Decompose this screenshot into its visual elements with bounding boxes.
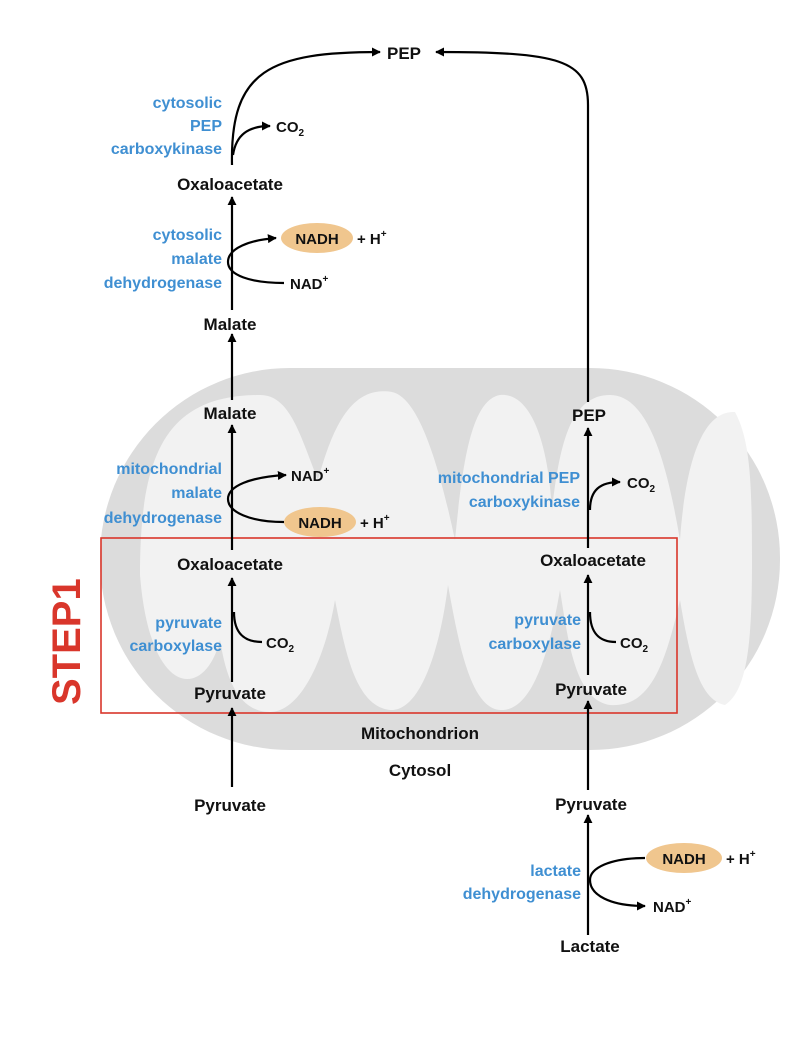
enzyme-cytosolic-mdh-line2: malate (171, 251, 222, 268)
enzyme-mito-mdh-line2: malate (171, 485, 222, 502)
cofactor-co2: CO2 (627, 475, 656, 495)
metabolite-pyruvate-mito-left: Pyruvate (194, 684, 266, 703)
region-mitochondrion-label: Mitochondrion (361, 724, 479, 743)
metabolite-pyruvate-cytosol-right: Pyruvate (555, 795, 627, 814)
cofactor-labels: CO2 NADH + H+ NAD+ NAD+ NADH + H+ CO2 CO… (266, 119, 756, 916)
step1-label: STEP1 (45, 578, 89, 705)
cofactor-nad-plus: NAD+ (290, 274, 329, 293)
enzyme-pc-right-line2: carboxylase (488, 636, 581, 653)
enzyme-cytosolic-pepck-line2: PEP (190, 118, 222, 135)
nadh-pill (284, 507, 356, 537)
enzyme-cytosolic-pepck-line3: carboxykinase (111, 141, 222, 158)
cofactor-h-plus: + H+ (726, 849, 756, 868)
enzyme-pc-left-line2: carboxylase (129, 638, 222, 655)
metabolite-labels: PEP Oxaloacetate Malate Malate Oxaloacet… (177, 44, 646, 956)
enzyme-labels: cytosolic PEP carboxykinase cytosolic ma… (104, 95, 581, 903)
metabolite-lactate: Lactate (560, 937, 620, 956)
enzyme-mito-pepck-line2: carboxykinase (469, 494, 580, 511)
nadh-pill (646, 843, 722, 873)
metabolite-pep-mito: PEP (572, 406, 606, 425)
enzyme-mito-mdh-line1: mitochondrial (116, 461, 222, 478)
enzyme-cytosolic-pepck-line1: cytosolic (153, 95, 222, 112)
region-cytosol-label: Cytosol (389, 761, 451, 780)
cofactor-co2: CO2 (266, 635, 295, 655)
step1-box (100, 537, 678, 714)
enzyme-mito-pepck-line1: mitochondrial PEP (438, 470, 581, 487)
enzyme-mito-mdh-line3: dehydrogenase (104, 510, 222, 527)
metabolite-malate-cytosol: Malate (204, 315, 257, 334)
enzyme-cytosolic-mdh-line1: cytosolic (153, 227, 222, 244)
cofactor-nadh: NADH (295, 231, 338, 248)
enzyme-ldh-line2: dehydrogenase (463, 886, 581, 903)
mitochondrion-shape (100, 368, 780, 750)
cofactor-nad-plus: NAD+ (291, 466, 330, 485)
metabolite-oxaloacetate-mito-left: Oxaloacetate (177, 555, 283, 574)
cofactor-nad-plus: NAD+ (653, 897, 692, 916)
metabolite-oxaloacetate-mito-right: Oxaloacetate (540, 551, 646, 570)
metabolite-pyruvate-mito-right: Pyruvate (555, 680, 627, 699)
enzyme-cytosolic-mdh-line3: dehydrogenase (104, 275, 222, 292)
pathway-arrows (226, 47, 646, 935)
cofactor-co2: CO2 (620, 635, 649, 655)
metabolite-malate-mito: Malate (204, 404, 257, 423)
cofactor-nadh: NADH (662, 851, 705, 868)
cofactor-nadh: NADH (298, 515, 341, 532)
metabolite-pep-top: PEP (387, 44, 421, 63)
enzyme-ldh-line1: lactate (530, 863, 581, 880)
nadh-pill (281, 223, 353, 253)
cofactor-h-plus: + H+ (357, 229, 387, 248)
enzyme-pc-right-line1: pyruvate (514, 612, 581, 629)
enzyme-pc-left-line1: pyruvate (155, 615, 222, 632)
cofactor-h-plus: + H+ (360, 513, 390, 532)
cofactor-co2: CO2 (276, 119, 305, 139)
metabolite-pyruvate-cytosol-left: Pyruvate (194, 796, 266, 815)
metabolite-oxaloacetate-cytosol: Oxaloacetate (177, 175, 283, 194)
